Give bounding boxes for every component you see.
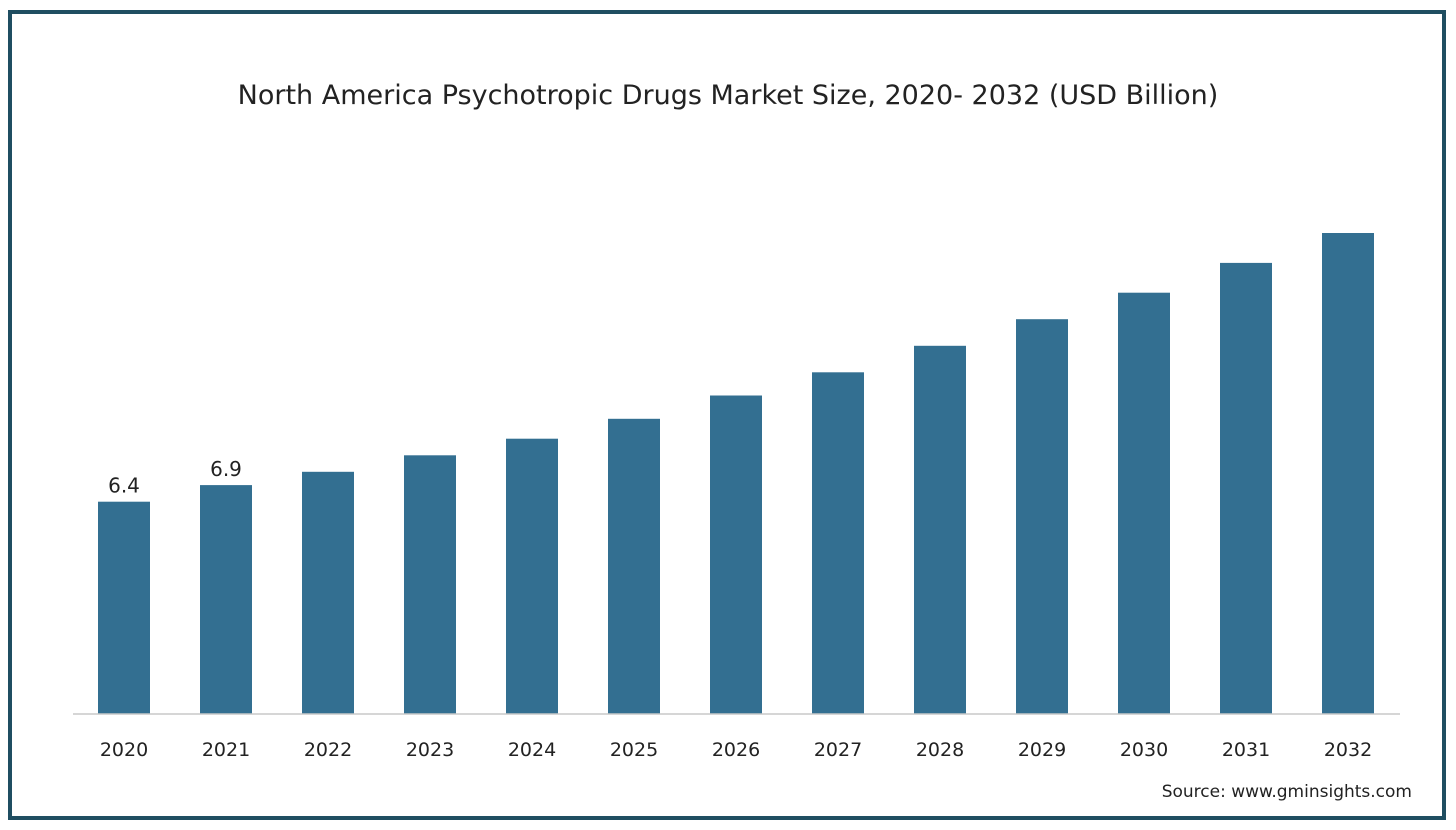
bars-group xyxy=(98,233,1374,714)
x-tick-label-2029: 2029 xyxy=(1018,739,1066,761)
bar-2026 xyxy=(710,395,762,714)
x-tick-label-2024: 2024 xyxy=(508,739,556,761)
x-tick-label-2027: 2027 xyxy=(814,739,862,761)
x-tick-label-2020: 2020 xyxy=(100,739,148,761)
x-tick-label-2028: 2028 xyxy=(916,739,964,761)
bar-2025 xyxy=(608,418,660,714)
bar-2029 xyxy=(1016,319,1068,714)
data-label-2020: 6.4 xyxy=(108,474,140,498)
x-tick-label-2026: 2026 xyxy=(712,739,760,761)
bar-2020 xyxy=(98,501,150,714)
x-tick-label-2030: 2030 xyxy=(1120,739,1168,761)
bar-2022 xyxy=(302,471,354,714)
bar-2023 xyxy=(404,455,456,714)
x-tick-label-2025: 2025 xyxy=(610,739,658,761)
bar-2031 xyxy=(1220,262,1272,714)
bar-2027 xyxy=(812,372,864,714)
x-tick-label-2023: 2023 xyxy=(406,739,454,761)
chart-title: North America Psychotropic Drugs Market … xyxy=(238,80,1219,111)
bar-2030 xyxy=(1118,292,1170,714)
x-tick-labels: 2020 2021 2022 2023 2024 2025 2026 2027 2028 2029… xyxy=(100,739,1372,761)
x-tick-label-2032: 2032 xyxy=(1324,739,1372,761)
source-note: Source: www.gminsights.com xyxy=(1162,782,1412,802)
data-label-2021: 6.9 xyxy=(210,457,242,481)
bar-2028 xyxy=(914,345,966,714)
x-tick-label-2022: 2022 xyxy=(304,739,352,761)
x-tick-label-2021: 2021 xyxy=(202,739,250,761)
bar-2024 xyxy=(506,438,558,714)
x-tick-label-2031: 2031 xyxy=(1222,739,1270,761)
data-labels: 6.4 6.9 xyxy=(108,457,242,498)
bar-2032 xyxy=(1322,233,1374,714)
bar-2021 xyxy=(200,485,252,714)
